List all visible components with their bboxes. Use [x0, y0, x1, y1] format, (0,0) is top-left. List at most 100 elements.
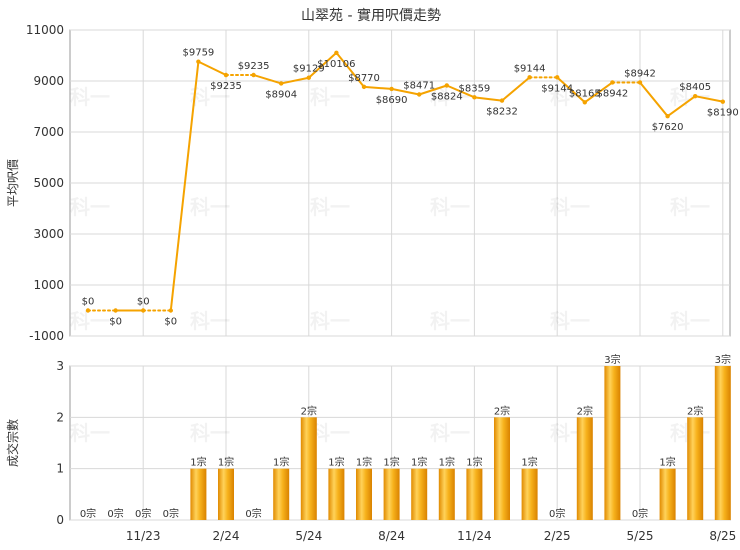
- price-point[interactable]: [610, 80, 615, 85]
- price-point[interactable]: [444, 83, 449, 88]
- price-data-label: $8232: [486, 107, 518, 118]
- price-line-segment: [390, 87, 421, 96]
- volume-data-label: 1宗: [466, 456, 482, 469]
- price-point[interactable]: [85, 308, 91, 313]
- volume-bar[interactable]: [659, 468, 676, 520]
- watermark-text: 科一: [70, 421, 110, 445]
- price-line-segment: [307, 51, 338, 79]
- price-point[interactable]: [251, 72, 256, 78]
- watermark-text: 科一: [430, 309, 470, 333]
- price-point[interactable]: [693, 93, 698, 99]
- volume-data-label: 0宗: [135, 507, 151, 520]
- price-point[interactable]: [389, 86, 394, 92]
- price-point[interactable]: [279, 81, 284, 86]
- volume-bar[interactable]: [218, 468, 234, 520]
- price-point[interactable]: [527, 75, 532, 80]
- price-point[interactable]: [141, 308, 146, 313]
- volume-bar[interactable]: [576, 417, 593, 520]
- price-point[interactable]: [417, 92, 422, 97]
- price-y-tick-label: 1000: [33, 278, 64, 292]
- price-point[interactable]: [637, 80, 643, 85]
- price-data-label: $9129: [293, 64, 325, 75]
- price-point[interactable]: [196, 59, 201, 64]
- watermark-text: 科一: [430, 195, 470, 219]
- price-data-label: $8942: [624, 68, 656, 79]
- price-data-label: $8359: [458, 83, 490, 94]
- price-point[interactable]: [499, 98, 505, 103]
- price-y-tick-label: 11000: [26, 23, 64, 37]
- volume-bar[interactable]: [521, 468, 538, 520]
- x-tick-label: 8/25: [709, 529, 736, 543]
- volume-data-label: 2宗: [301, 404, 317, 417]
- watermark-text: 科一: [310, 195, 350, 219]
- price-line-segment: [280, 76, 310, 85]
- x-tick-label: 8/24: [378, 529, 405, 543]
- price-data-label: $8690: [376, 95, 408, 106]
- x-tick-label: 2/24: [213, 529, 240, 543]
- volume-data-label: 1宗: [439, 456, 455, 469]
- price-data-label: $7620: [652, 122, 684, 133]
- volume-bar[interactable]: [300, 417, 317, 520]
- volume-plot-area: [69, 365, 731, 521]
- volume-data-label: 1宗: [659, 456, 675, 469]
- volume-data-label: 1宗: [190, 456, 206, 469]
- volume-y-tick-label: 2: [56, 410, 64, 424]
- volume-bar[interactable]: [328, 468, 345, 520]
- price-point[interactable]: [113, 308, 118, 313]
- price-point[interactable]: [665, 113, 670, 119]
- watermark-text: 科一: [190, 309, 230, 333]
- price-data-label: $8190: [707, 108, 739, 119]
- x-tick-label: 5/25: [627, 529, 654, 543]
- volume-bar[interactable]: [383, 468, 400, 520]
- volume-data-label: 0宗: [549, 507, 565, 520]
- watermark-text: 科一: [190, 85, 230, 109]
- price-y-tick-label: 5000: [33, 176, 64, 190]
- price-line-segment: [473, 96, 503, 102]
- price-point[interactable]: [555, 75, 560, 80]
- volume-bar[interactable]: [190, 468, 207, 520]
- volume-bar[interactable]: [273, 468, 290, 520]
- volume-bar[interactable]: [411, 468, 428, 520]
- price-line-segment: [639, 81, 669, 118]
- price-data-label: $9235: [210, 81, 242, 92]
- watermark-text: 科一: [550, 309, 590, 333]
- volume-bar[interactable]: [604, 366, 621, 520]
- price-point[interactable]: [582, 100, 587, 105]
- price-point[interactable]: [720, 99, 725, 104]
- volume-bar[interactable]: [714, 366, 731, 520]
- price-point[interactable]: [223, 72, 229, 78]
- price-data-label: $8824: [431, 91, 463, 102]
- price-y-tick-label: -1000: [29, 329, 64, 343]
- watermark-text: 科一: [190, 195, 230, 219]
- price-data-label: $0: [82, 297, 95, 308]
- volume-bar[interactable]: [438, 468, 455, 520]
- price-line-segment: [501, 76, 531, 102]
- volume-bar[interactable]: [356, 468, 372, 520]
- price-line-segment: [666, 95, 697, 118]
- price-point[interactable]: [306, 75, 311, 80]
- price-data-label: $8942: [596, 88, 628, 99]
- volume-data-label: 0宗: [107, 507, 123, 520]
- watermark-text: 科一: [70, 195, 110, 219]
- volume-data-label: 1宗: [273, 456, 289, 469]
- price-line-segment: [335, 51, 365, 88]
- price-point[interactable]: [472, 95, 477, 100]
- volume-data-label: 2宗: [494, 404, 510, 417]
- price-line-segment: [418, 84, 448, 96]
- price-point[interactable]: [334, 50, 339, 55]
- volume-data-label: 0宗: [80, 507, 96, 520]
- watermark-text: 科一: [70, 309, 110, 333]
- price-point[interactable]: [168, 308, 173, 313]
- x-tick-label: 2/25: [544, 529, 571, 543]
- price-line-segment: [556, 76, 586, 104]
- volume-bar[interactable]: [687, 417, 704, 520]
- volume-data-label: 1宗: [328, 456, 344, 469]
- price-data-label: $8770: [348, 73, 380, 84]
- price-line-segment: [252, 74, 283, 85]
- volume-bar[interactable]: [466, 468, 483, 520]
- price-point[interactable]: [361, 84, 367, 90]
- volume-y-tick-label: 1: [56, 462, 64, 476]
- volume-bar[interactable]: [494, 417, 510, 520]
- price-line-segment: [363, 85, 393, 90]
